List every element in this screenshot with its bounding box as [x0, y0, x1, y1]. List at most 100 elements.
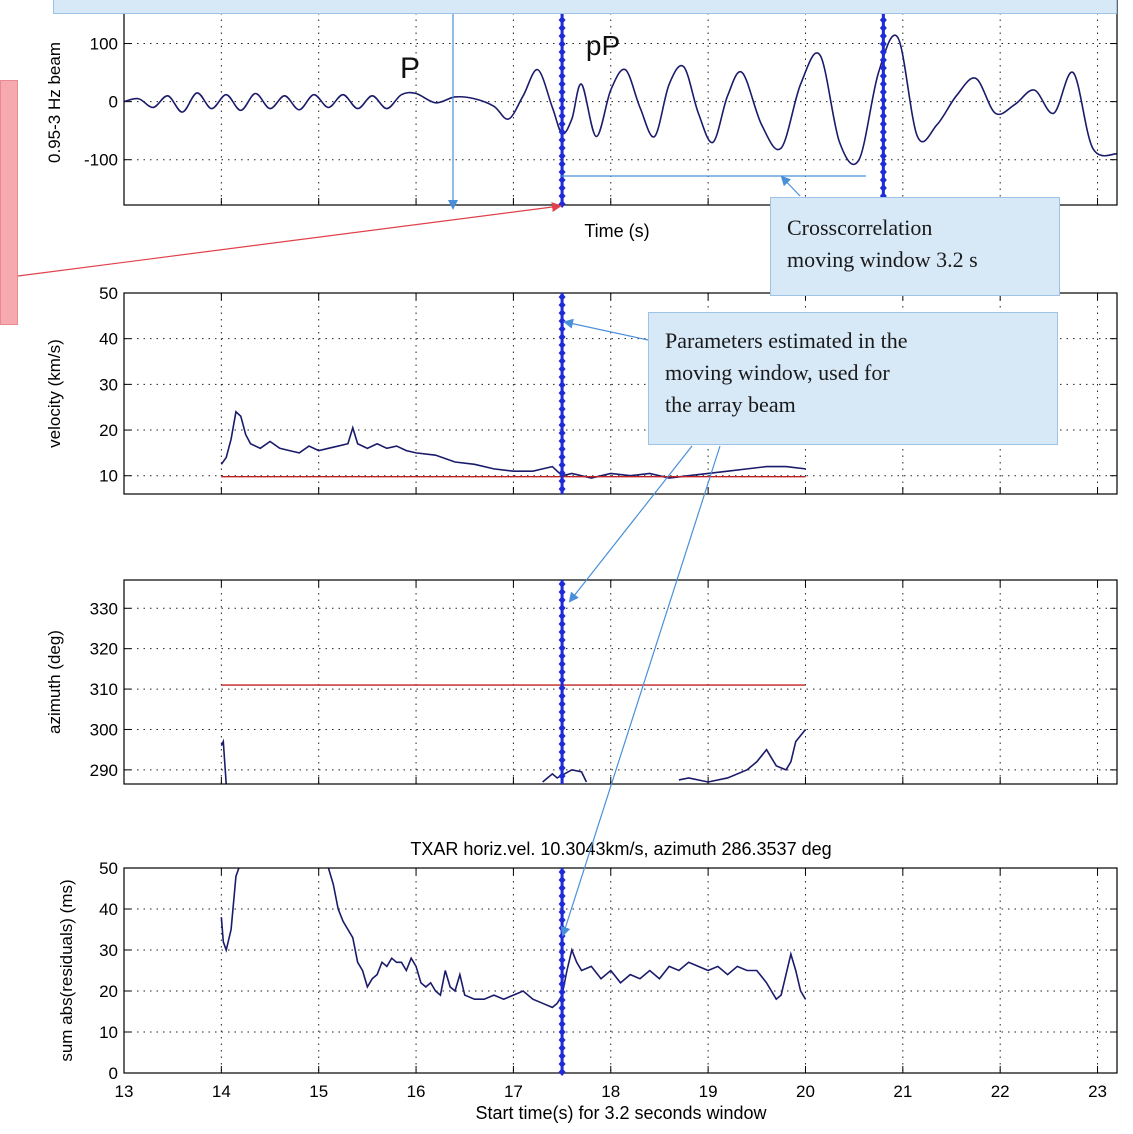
panel-1: -100 0 100 0.95-3 Hz beam Time (s) — [45, 0, 1118, 241]
pick-marker-diamond — [558, 620, 566, 628]
pick-marker-diamond — [558, 365, 566, 373]
pick-marker-diamond — [558, 948, 566, 956]
x-tick-label: 19 — [699, 1082, 718, 1101]
pick-marker-diamond — [879, 152, 887, 160]
pick-marker-diamond — [558, 317, 566, 325]
pick-marker-diamond — [558, 120, 566, 128]
x-tick-label: 14 — [212, 1082, 231, 1101]
x-tick-label: 21 — [893, 1082, 912, 1101]
x-tick-label: 16 — [407, 1082, 426, 1101]
pick-marker — [558, 868, 566, 1076]
x-tick-label: 15 — [309, 1082, 328, 1101]
crosscorrelation-callout-line-1: Crosscorrelation — [787, 215, 933, 240]
pick-marker-diamond — [558, 325, 566, 333]
pick-marker-diamond — [879, 136, 887, 144]
pick-marker — [558, 580, 566, 784]
series-group — [220, 868, 807, 1009]
panel-title: TXAR horiz.vel. 10.3043km/s, azimuth 286… — [410, 839, 831, 859]
pick-marker-diamond — [558, 445, 566, 453]
red-arrow-to-pick — [17, 202, 562, 277]
pick-marker-diamond — [879, 32, 887, 40]
pick-marker-diamond — [558, 612, 566, 620]
pick-marker-diamond — [558, 636, 566, 644]
y-tick-label: 10 — [99, 1023, 118, 1042]
data-series-line — [542, 769, 588, 783]
pick-marker-diamond — [558, 405, 566, 413]
y-tick-label: 100 — [90, 35, 118, 54]
y-tick-label: 330 — [90, 599, 118, 618]
y-axis-label: velocity (km/s) — [45, 339, 64, 448]
pick-marker-diamond — [558, 293, 566, 301]
pick-marker-diamond — [558, 176, 566, 184]
crosscorrelation-callout: Crosscorrelation moving window 3.2 s — [770, 197, 1060, 296]
pick-marker-diamond — [558, 628, 566, 636]
pick-marker-diamond — [558, 136, 566, 144]
x-tick-label: 13 — [115, 1082, 134, 1101]
pick-marker-diamond — [558, 461, 566, 469]
pick-marker-diamond — [558, 972, 566, 980]
pick-marker-diamond — [558, 884, 566, 892]
pick-marker-diamond — [879, 144, 887, 152]
x-tick-label: 22 — [991, 1082, 1010, 1101]
panel-2: 10 20 30 40 50 velocity (km/s) — [45, 284, 1118, 495]
y-tick-label: 0 — [109, 93, 118, 112]
pick-marker-diamond — [558, 200, 566, 208]
pick-marker-diamond — [879, 120, 887, 128]
y-axis-label: 0.95-3 Hz beam — [45, 42, 64, 163]
pick-marker-diamond — [558, 160, 566, 168]
parameters-callout: Parameters estimated in the moving windo… — [648, 312, 1058, 445]
pick-marker-diamond — [558, 80, 566, 88]
pick-marker — [558, 293, 566, 494]
parameters-callout-line-2: moving window, used for — [665, 360, 890, 385]
pick-marker-diamond — [558, 660, 566, 668]
pick-marker-diamond — [558, 389, 566, 397]
pick-marker-diamond — [558, 333, 566, 341]
pick-marker-diamond — [558, 96, 566, 104]
pick-marker-diamond — [558, 104, 566, 112]
pick-marker-diamond — [558, 48, 566, 56]
pick-marker-diamond — [879, 96, 887, 104]
phase-label-p: P — [400, 52, 420, 85]
pick-marker-diamond — [879, 104, 887, 112]
pick-marker-diamond — [558, 24, 566, 32]
axes-frame — [123, 292, 1118, 495]
annotation-arrows — [17, 12, 866, 937]
pick-marker-diamond — [558, 301, 566, 309]
pick-marker-diamond — [558, 429, 566, 437]
pick-marker-diamond — [558, 1068, 566, 1076]
pick-marker-diamond — [558, 349, 566, 357]
y-tick-label: 10 — [99, 467, 118, 486]
pick-marker-diamond — [558, 716, 566, 724]
pick-marker-diamond — [558, 892, 566, 900]
pick-marker-diamond — [558, 469, 566, 477]
pick-marker-diamond — [558, 708, 566, 716]
red-side-callout — [0, 80, 18, 325]
pick-marker-diamond — [558, 988, 566, 996]
pick-marker-diamond — [558, 964, 566, 972]
pick-marker-diamond — [558, 437, 566, 445]
data-series-line — [220, 738, 228, 784]
pick-marker-diamond — [558, 72, 566, 80]
pick-marker-diamond — [558, 596, 566, 604]
y-tick-label: 310 — [90, 680, 118, 699]
parameters-callout-line-1: Parameters estimated in the — [665, 328, 908, 353]
pick-marker-diamond — [879, 160, 887, 168]
pick-marker-diamond — [558, 373, 566, 381]
pick-marker-diamond — [558, 112, 566, 120]
pick-marker-diamond — [558, 32, 566, 40]
y-tick-label: 40 — [99, 330, 118, 349]
pick-marker-diamond — [879, 128, 887, 136]
pick-marker-diamond — [558, 676, 566, 684]
pick-marker-diamond — [558, 932, 566, 940]
pick-marker-diamond — [558, 477, 566, 485]
parameters-callout-line-3: the array beam — [665, 392, 796, 417]
pick-marker-diamond — [558, 684, 566, 692]
panel-3: 290 300 310 320 330 azimuth (deg) — [45, 579, 1118, 785]
y-tick-label: 0 — [109, 1064, 118, 1083]
pick-marker-diamond — [558, 64, 566, 72]
pick-marker-diamond — [558, 397, 566, 405]
pick-marker-diamond — [558, 357, 566, 365]
pick-marker-diamond — [558, 748, 566, 756]
pick-marker-diamond — [879, 176, 887, 184]
